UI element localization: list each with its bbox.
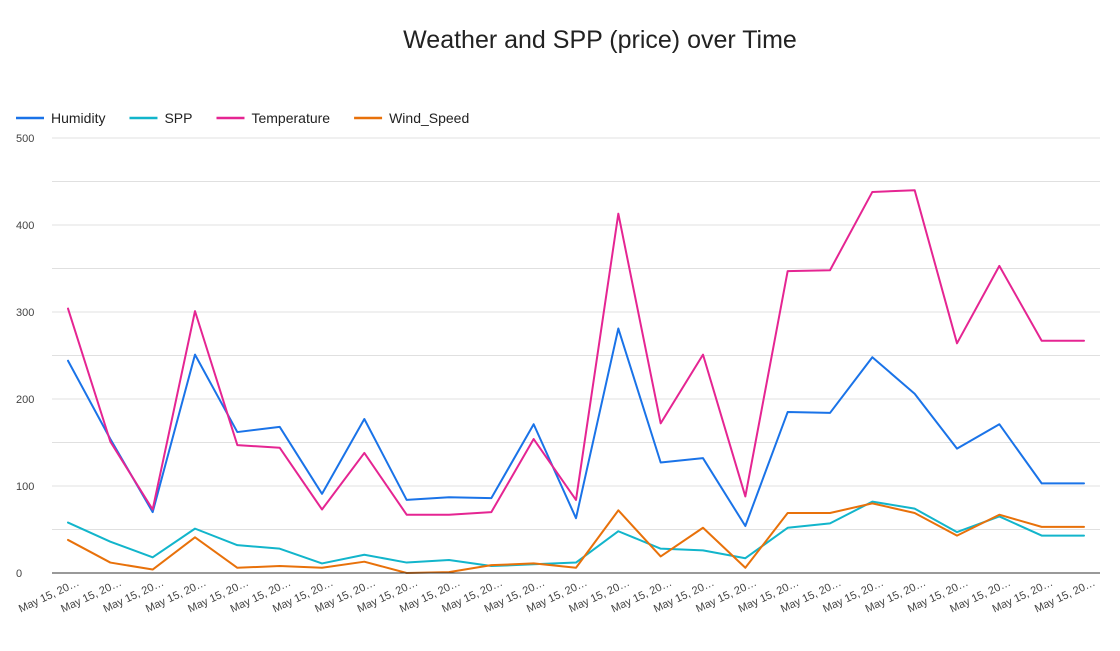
legend-item: Wind_Speed [354,110,469,126]
series-temperature [68,190,1084,515]
series-line [68,190,1084,515]
y-tick-label: 400 [16,220,34,232]
legend-label: Humidity [51,110,105,126]
y-tick-label: 100 [16,481,34,493]
chart-title: Weather and SPP (price) over Time [403,26,797,54]
y-axis-ticks: 0 100 200 300 400 500 [16,133,34,580]
legend-label: SPP [164,110,192,126]
y-tick-label: 0 [16,568,22,580]
y-tick-label: 200 [16,394,34,406]
legend: Humidity SPP Temperature Wind_Speed [16,110,469,126]
series-lines [68,190,1084,573]
x-axis-ticks: May 15, 20…May 15, 20…May 15, 20…May 15,… [17,577,1097,616]
y-tick-label: 300 [16,307,34,319]
legend-label: Wind_Speed [389,110,469,126]
legend-item: Temperature [216,110,330,126]
legend-item: SPP [129,110,192,126]
y-tick-label: 500 [16,133,34,145]
legend-item: Humidity [16,110,105,126]
legend-label: Temperature [251,110,330,126]
gridlines [52,138,1100,530]
